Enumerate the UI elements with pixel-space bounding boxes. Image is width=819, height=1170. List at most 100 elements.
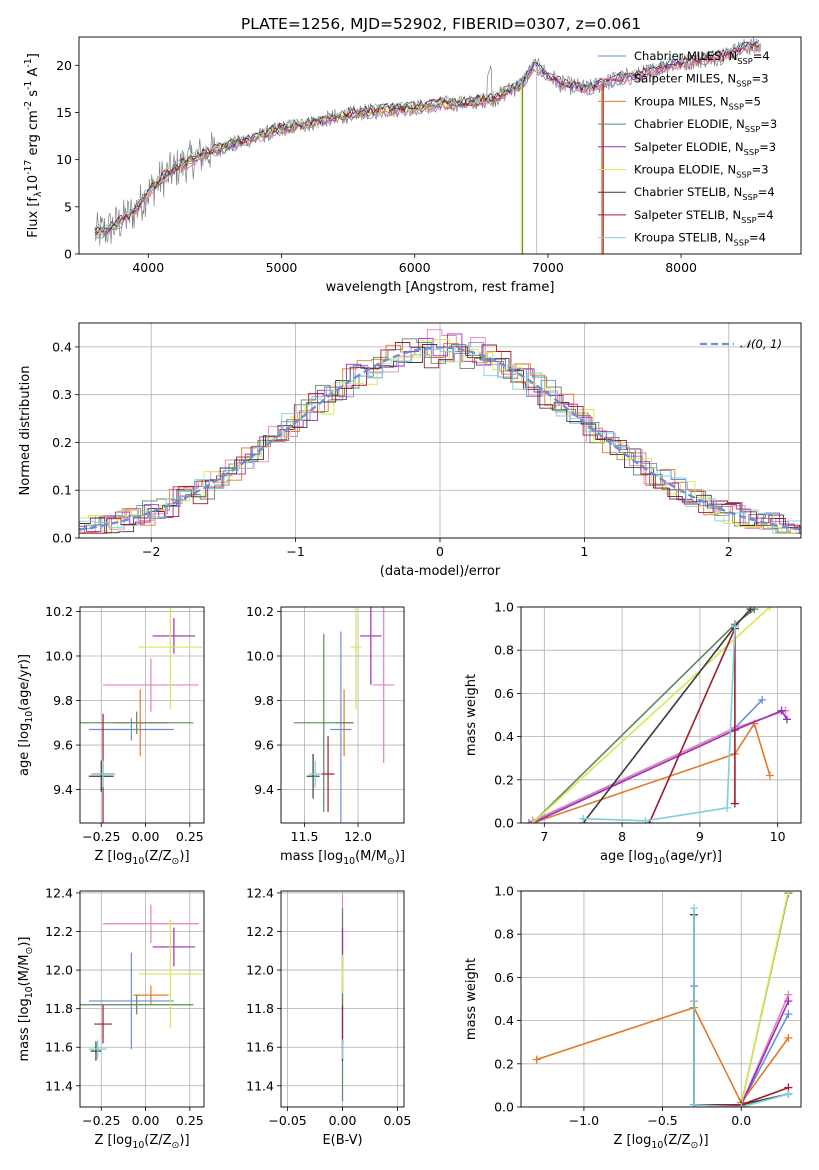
error-bar-point-5 — [350, 607, 362, 710]
y-tick-label: 9.8 — [254, 693, 274, 708]
x-axis-label: Z [log10(Z/Z⊙)] — [94, 849, 189, 867]
text-run: ⊙ — [172, 856, 180, 867]
text-run: wavelength [Angstrom, rest frame] — [326, 280, 555, 295]
text-run: λ — [33, 191, 44, 197]
y-tick-label: 0.8 — [494, 927, 514, 942]
x-tick-label: 0.00 — [132, 1113, 160, 1128]
text-run: )] — [179, 1133, 189, 1148]
weight-marker — [579, 814, 588, 823]
weight-line-2 — [536, 1006, 790, 1105]
axes-frame — [520, 890, 802, 1108]
legend-label: Kroupa ELODIE, NSSP=3 — [634, 163, 769, 180]
text-run: mass weight — [464, 674, 479, 756]
x-tick-label: −0.05 — [268, 1113, 306, 1128]
x-tick-label: 0.25 — [176, 1113, 204, 1128]
text-run: Chabrier ELODIE, N — [634, 117, 745, 131]
text-run: =3 — [752, 163, 769, 177]
error-bar-point-8 — [88, 1039, 107, 1059]
y-tick-label: 9.4 — [254, 782, 274, 797]
weight-marker — [784, 1090, 793, 1099]
y-tick-label: 9.8 — [53, 693, 73, 708]
text-run: mass weight — [464, 958, 479, 1040]
text-run: )] — [179, 849, 189, 864]
y-tick-label: 0.2 — [494, 1056, 514, 1071]
text-run: Flux [f — [26, 197, 41, 238]
text-run: Kroupa STELIB, N — [634, 231, 734, 245]
text-run: SSP — [744, 147, 759, 157]
x-tick-label: 7 — [540, 829, 548, 844]
weight-marker — [641, 816, 650, 823]
text-run: Salpeter ELODIE, N — [634, 140, 744, 154]
y-tick-label: 11.6 — [246, 1040, 274, 1055]
error-bar-point-6 — [88, 760, 114, 792]
weight-marker — [784, 997, 793, 1006]
text-run: Z [log — [613, 1133, 651, 1148]
text-run: (Z/Z — [144, 849, 171, 864]
y-axis-label: mass weight — [464, 958, 479, 1040]
error-bar-point-8 — [90, 760, 116, 788]
text-run: s — [26, 90, 41, 101]
text-run: SSP — [734, 238, 749, 248]
legend-label: Kroupa MILES, NSSP=5 — [634, 94, 761, 111]
weight-marker — [730, 622, 739, 631]
text-run: =3 — [760, 117, 777, 131]
axes-frame — [78, 322, 802, 539]
error-bar-point-0 — [330, 631, 352, 823]
text-run: ⊙ — [24, 947, 35, 955]
x-tick-label: 0.00 — [329, 1113, 357, 1128]
observed-spectrum — [94, 37, 762, 246]
error-bar-point-5 — [138, 919, 203, 1028]
x-tick-label: 5000 — [266, 260, 298, 275]
weight-marker — [758, 695, 767, 704]
text-run: =5 — [744, 94, 761, 108]
text-run: (M/M — [355, 849, 387, 864]
text-run: =4 — [749, 231, 766, 245]
x-axis-label: age [log10(age/yr)] — [600, 849, 722, 867]
y-tick-label: 0.0 — [52, 531, 72, 546]
text-run: SSP — [742, 192, 757, 202]
text-run: Z [log — [94, 1133, 132, 1148]
text-run: 10 — [651, 1140, 663, 1151]
x-tick-label: 0.05 — [383, 1113, 411, 1128]
residual-histogram-4 — [79, 333, 801, 532]
y-tick-label: 10.2 — [45, 604, 73, 619]
axes-spectrum: 4000 5000 6000 7000 8000 0 5 10 15 20 wavelength [… — [23, 36, 802, 295]
axes-mass_vs_Z: −0.25 0.00 0.25 11.4 11.6 11.8 12.0 12.2 12.4 Z [… — [17, 885, 205, 1151]
error-bar-point-6 — [90, 1041, 102, 1061]
text-run: -1 — [23, 58, 34, 67]
axes-frame — [520, 606, 802, 824]
y-axis-label: mass weight — [464, 674, 479, 756]
legend-label: Salpeter ELODIE, NSSP=3 — [634, 140, 776, 157]
error-bar-point-1 — [372, 607, 395, 763]
weight-marker — [765, 607, 774, 611]
legend-label: Chabrier STELIB, NSSP=4 — [634, 185, 775, 202]
weight-marker — [737, 1103, 746, 1107]
plot-area — [79, 329, 801, 534]
text-run: ] — [26, 53, 41, 58]
weight-marker — [723, 803, 732, 812]
y-tick-label: 0.3 — [52, 387, 72, 402]
text-run: (age/yr)] — [665, 849, 722, 864]
text-run: (Z/Z — [144, 1133, 171, 1148]
weight-line-3 — [532, 608, 755, 823]
error-bar-point-4 — [152, 927, 196, 967]
x-tick-label: 6000 — [399, 260, 431, 275]
text-run: -1 — [23, 81, 34, 90]
text-run: 10 — [653, 856, 665, 867]
text-run: age [log — [600, 849, 653, 864]
text-run: Normed distribution — [18, 366, 33, 496]
text-run: 10 — [24, 986, 35, 998]
text-run: )] — [17, 937, 32, 947]
text-run: (data-model)/error — [380, 564, 501, 579]
y-tick-label: 0.4 — [52, 339, 72, 354]
x-axis-label: Z [log10(Z/Z⊙)] — [613, 1133, 708, 1151]
legend-label: Salpeter STELIB, NSSP=4 — [634, 208, 774, 225]
y-tick-label: 0.6 — [494, 686, 514, 701]
text-run: 10 — [24, 711, 35, 723]
residual-histogram-3 — [79, 338, 801, 534]
y-tick-label: 0.8 — [494, 643, 514, 658]
text-run: )] — [698, 1133, 708, 1148]
x-tick-label: 1 — [580, 544, 588, 559]
